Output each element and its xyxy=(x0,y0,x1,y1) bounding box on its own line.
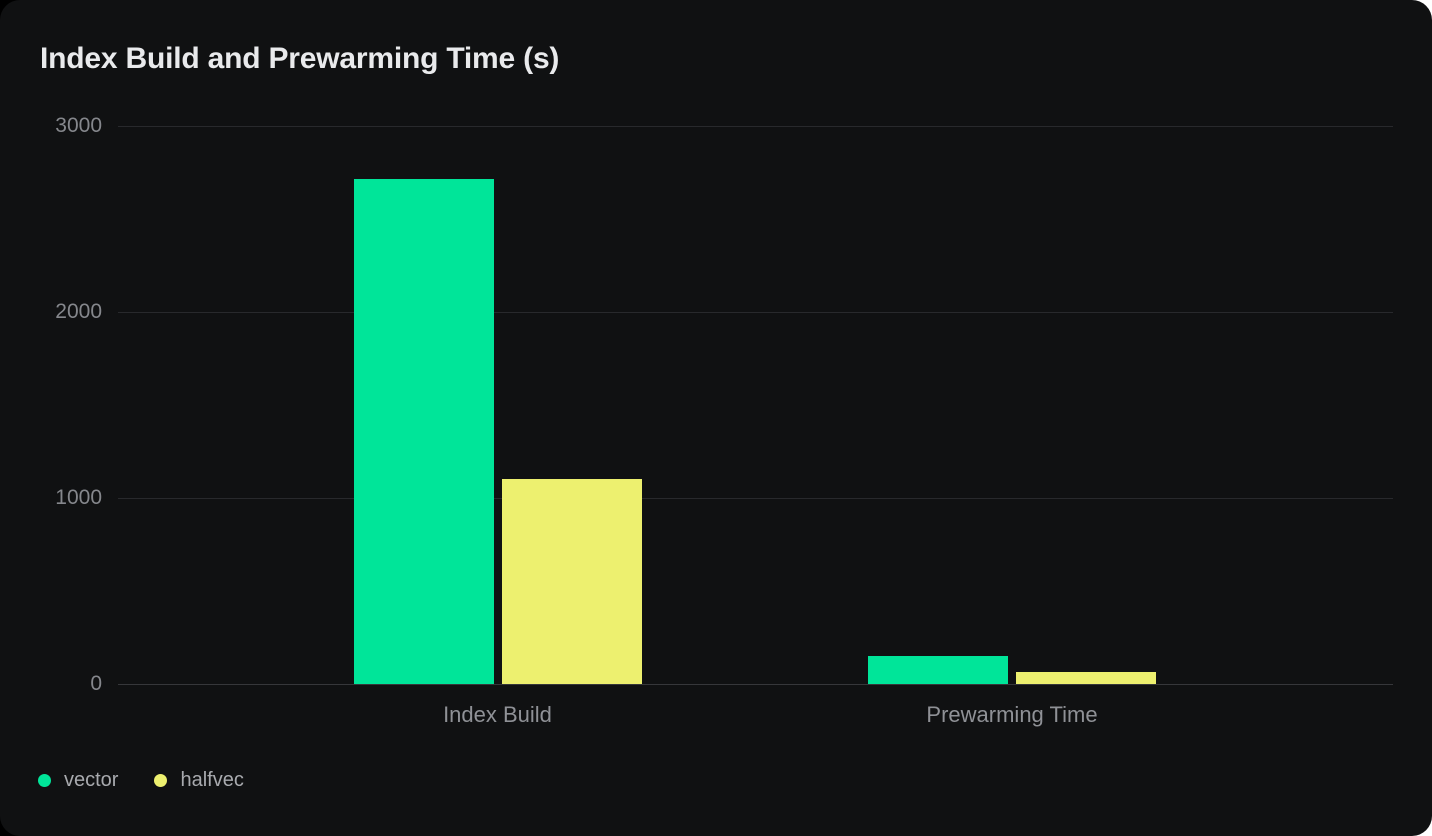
gridline-1000 xyxy=(118,498,1393,499)
x-axis-line xyxy=(118,684,1393,685)
bar-vector-index-build xyxy=(353,179,494,684)
y-tick-label-2000: 2000 xyxy=(55,300,102,323)
bar-halfvec-prewarming-time xyxy=(1016,671,1156,684)
bar-halfvec-index-build xyxy=(501,479,642,684)
x-category-label-prewarming-time: Prewarming Time xyxy=(926,702,1098,727)
gridline-3000 xyxy=(118,126,1393,127)
y-tick-label-0: 0 xyxy=(90,672,102,695)
y-tick-label-3000: 3000 xyxy=(55,114,102,137)
chart-title: Index Build and Prewarming Time (s) xyxy=(40,42,560,75)
legend-dot-vector xyxy=(38,774,51,787)
y-tick-label-1000: 1000 xyxy=(55,486,102,509)
legend-item-halfvec: halfvec xyxy=(154,769,244,792)
x-category-label-index-build: Index Build xyxy=(443,702,552,727)
gridline-2000 xyxy=(118,312,1393,313)
bar-vector-prewarming-time xyxy=(868,656,1008,684)
legend-label-halfvec: halfvec xyxy=(180,769,244,791)
legend: vector halfvec xyxy=(38,769,244,792)
legend-label-vector: vector xyxy=(64,769,119,791)
legend-item-vector: vector xyxy=(38,769,118,792)
legend-dot-halfvec xyxy=(154,774,168,787)
